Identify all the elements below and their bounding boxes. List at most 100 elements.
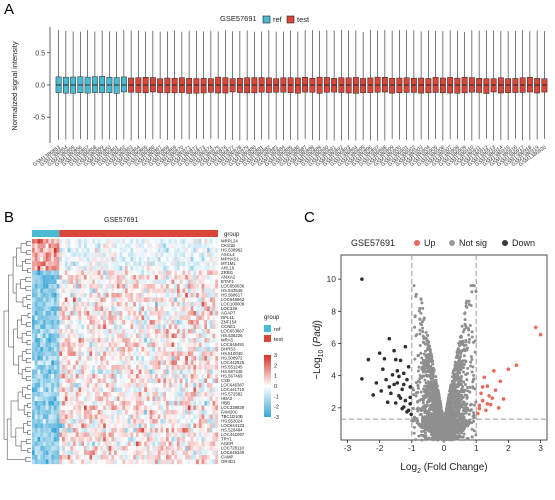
panel-c-legend-notsig: Not sig [459, 238, 487, 248]
heatmap-cell [190, 387, 194, 393]
not-sig-point [462, 370, 466, 374]
heatmap-cell [70, 243, 74, 249]
heatmap-cell [168, 324, 172, 330]
heatmap-cell [116, 459, 120, 465]
heatmap-cell [42, 414, 46, 420]
heatmap-cell [204, 293, 208, 298]
heatmap-cell [94, 428, 98, 433]
heatmap-cell [122, 446, 126, 451]
heatmap-cell [171, 347, 175, 352]
heatmap-cell [37, 459, 41, 465]
heatmap-cell [45, 239, 49, 244]
heatmap-cell [111, 392, 115, 397]
heatmap-cell [75, 446, 79, 451]
heatmap-cell [174, 459, 178, 465]
gene-label: HS.508972 [221, 356, 243, 361]
heatmap-cell [187, 297, 191, 303]
heatmap-cell [125, 311, 128, 316]
heatmap-cell [133, 279, 137, 285]
heatmap-cell [81, 347, 85, 352]
heatmap-cell [103, 459, 107, 465]
heatmap-cell [78, 288, 82, 294]
heatmap-cell [215, 252, 219, 258]
heatmap-cell [100, 414, 104, 420]
dendrogram-branch [26, 250, 31, 255]
heatmap-cell [201, 365, 205, 370]
heatmap-cell [157, 338, 161, 343]
heatmap-cell [125, 387, 128, 393]
heatmap-cell [97, 288, 101, 294]
heatmap-cell [70, 293, 74, 298]
box-GSM1386895 [360, 78, 367, 93]
heatmap-cell [108, 405, 112, 411]
heatmap-cell [78, 270, 82, 276]
heatmap-cell [83, 284, 87, 289]
heatmap-cell [97, 401, 101, 406]
heatmap-cell [42, 311, 46, 316]
heatmap-cell [94, 356, 98, 361]
heatmap-cell [56, 365, 60, 370]
heatmap-cell [116, 279, 120, 285]
heatmap-cell [73, 392, 76, 397]
heatmap-cell [160, 374, 164, 379]
heatmap-cell [144, 275, 148, 280]
heatmap-cell [81, 396, 85, 402]
heatmap-cell [103, 360, 107, 366]
heatmap-cell [201, 279, 205, 285]
heatmap-cell [166, 360, 169, 366]
heatmap-cell [53, 306, 57, 312]
heatmap-cell [32, 320, 35, 325]
heatmap-cell [86, 248, 90, 253]
heatmap-cell [105, 365, 109, 370]
heatmap-cell [48, 437, 52, 442]
heatmap-cell [127, 293, 131, 298]
heatmap-cell [70, 459, 74, 465]
heatmap-cell [133, 405, 137, 411]
heatmap-cell [100, 387, 104, 393]
heatmap-cell [83, 257, 87, 262]
heatmap-cell [215, 387, 219, 393]
heatmap-cell [130, 315, 134, 321]
heatmap-cell [127, 297, 131, 303]
heatmap-cell [141, 248, 145, 253]
heatmap-cell [86, 347, 90, 352]
heatmap-cell [70, 405, 74, 411]
heatmap-cell [100, 324, 104, 330]
heatmap-cell [78, 297, 82, 303]
heatmap-cell [81, 432, 85, 438]
heatmap-cell [182, 288, 186, 294]
heatmap-cell [86, 302, 90, 307]
heatmap-cell [144, 437, 148, 442]
heatmap-cell [141, 351, 145, 357]
heatmap-cell [32, 243, 35, 249]
heatmap-cell [89, 360, 93, 366]
heatmap-cell [53, 288, 57, 294]
heatmap-cell [190, 396, 194, 402]
heatmap-cell [86, 392, 90, 397]
heatmap-cell [149, 455, 153, 460]
heatmap-cell [204, 369, 208, 375]
heatmap-cell [171, 333, 175, 339]
heatmap-cell [160, 275, 164, 280]
heatmap-cell [64, 374, 68, 379]
heatmap-cell [155, 374, 158, 379]
heatmap-cell [34, 275, 38, 280]
heatmap-cell [34, 383, 38, 388]
not-sig-point [466, 389, 470, 393]
heatmap-cell [135, 414, 139, 420]
heatmap-cell [215, 248, 219, 253]
heatmap-cell [45, 329, 49, 334]
heatmap-cell [103, 329, 107, 334]
heatmap-cell [146, 423, 150, 429]
heatmap-cell [133, 261, 137, 267]
heatmap-cell [149, 360, 153, 366]
heatmap-cell [45, 333, 49, 339]
heatmap-cell [152, 396, 156, 402]
heatmap-cell [171, 243, 175, 249]
heatmap-cell [176, 270, 180, 276]
heatmap-cell [119, 239, 123, 244]
heatmap-cell [212, 351, 216, 357]
heatmap-cell [114, 239, 117, 244]
heatmap-cell [53, 365, 57, 370]
heatmap-cell [174, 279, 178, 285]
